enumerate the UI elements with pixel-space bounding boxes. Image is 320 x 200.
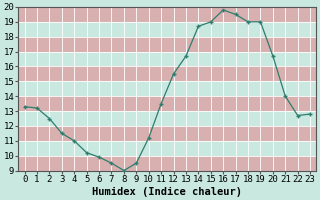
Bar [18, 66, 316, 81]
Bar [18, 126, 316, 141]
X-axis label: Humidex (Indice chaleur): Humidex (Indice chaleur) [92, 186, 242, 197]
Bar [18, 7, 316, 22]
Bar [18, 96, 316, 111]
Bar [18, 156, 316, 171]
Bar [18, 37, 316, 52]
